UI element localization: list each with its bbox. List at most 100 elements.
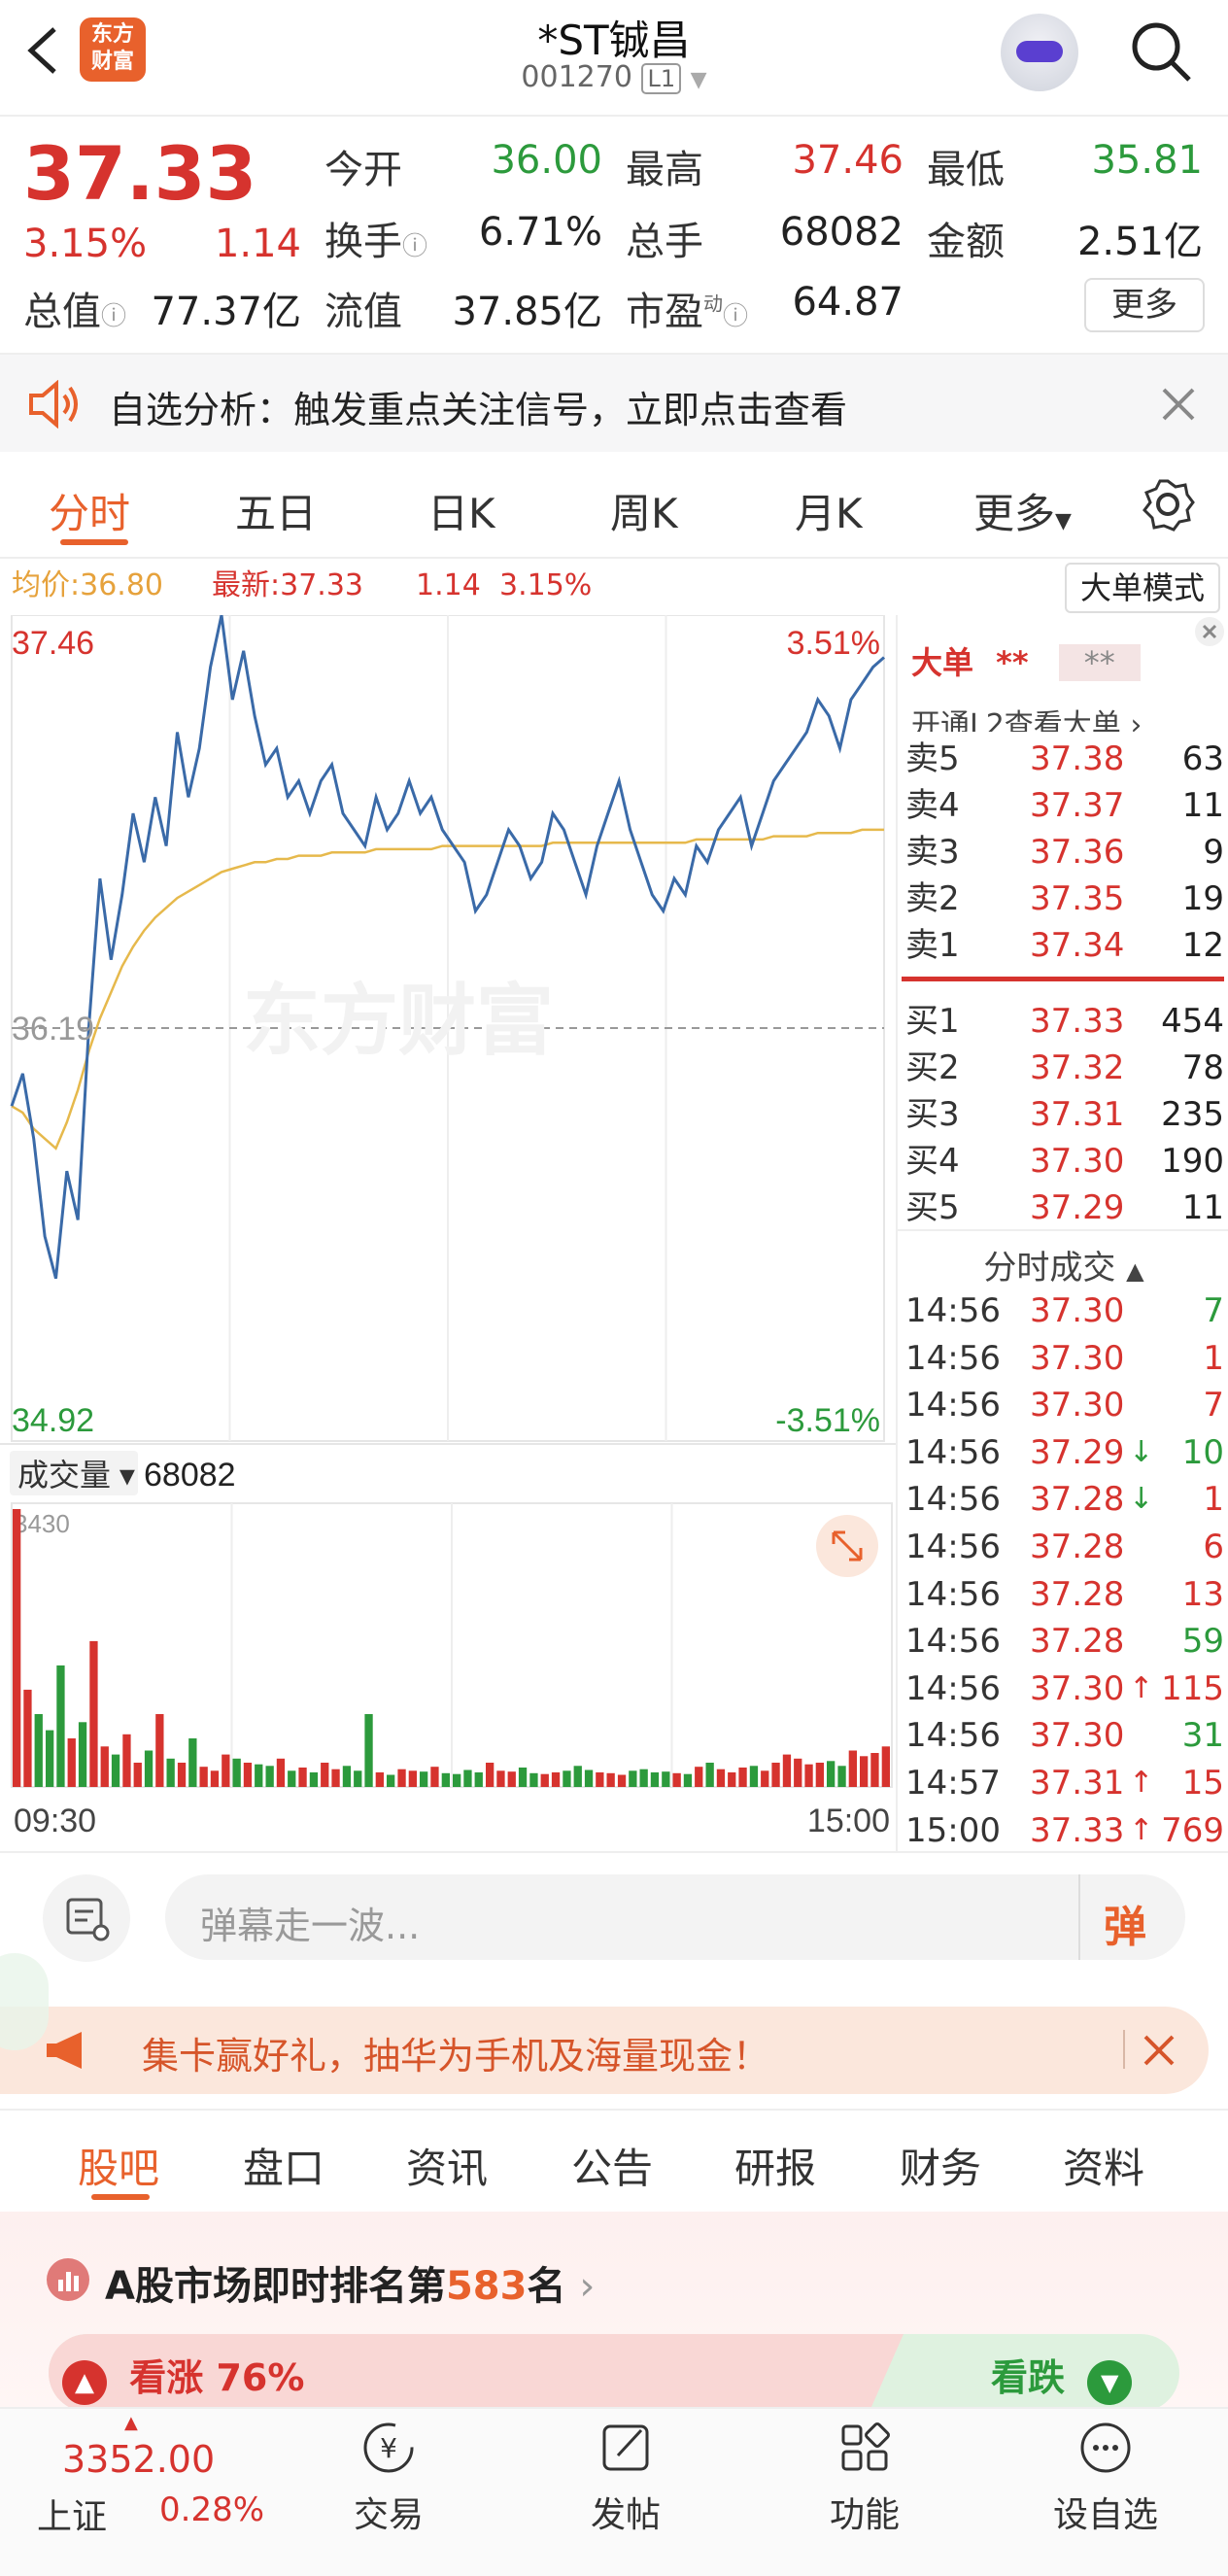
volume-chart[interactable]: 成交量 ▾ 68082 3430 09:30 15:00 <box>0 1443 896 1851</box>
trades-header[interactable]: 分时成交 ▲ <box>898 1229 1228 1288</box>
row-volume: 78 <box>1181 1048 1224 1087</box>
row-label: 14:56 <box>905 1574 1001 1614</box>
danmu-send-button[interactable]: 弹 <box>1104 1903 1146 1952</box>
row-label: 14:56 <box>905 1668 1001 1708</box>
expand-icon-glyph <box>832 1530 863 1562</box>
trade-direction-arrow: ↓ <box>1129 1482 1154 1517</box>
row-label: 买5 <box>905 1188 960 1227</box>
post-nav[interactable]: 发帖 <box>567 2419 684 2537</box>
back-icon[interactable] <box>17 21 66 80</box>
l2-promo-link[interactable]: 开通L2查看大单 › <box>911 708 1143 732</box>
row-volume: 11 <box>1181 1188 1224 1227</box>
volume-bar <box>265 1766 274 1787</box>
volume-bar <box>453 1773 461 1787</box>
promo-banner[interactable]: 集卡赢好礼，抽华为手机及海量现金！ <box>0 2007 1209 2094</box>
chart-info-bar: 均价:36.80 最新:37.33 1.14 3.15% 大单模式 <box>0 559 1228 615</box>
row-volume: 769 <box>1161 1810 1224 1850</box>
bullish-button[interactable]: ▲ 看涨 76% <box>62 2348 304 2405</box>
row-price: 37.30 <box>1030 1716 1125 1756</box>
row-volume: 11 <box>1181 786 1224 825</box>
sentiment-bar <box>49 2334 1179 2412</box>
add-watchlist-nav[interactable]: 设自选 <box>1045 2419 1166 2537</box>
quote-panel: 37.33 3.15% 1.14 今开 36.00 最高 37.46 最低 35… <box>0 115 1228 355</box>
volume-bar <box>672 1772 681 1787</box>
stock-code[interactable]: 001270 L1 ▼ <box>521 60 707 94</box>
watermark: 东方财富 <box>243 978 554 1064</box>
intraday-price-chart[interactable]: 东方财富 37.46 36.19 34.92 3.51% -3.51% <box>0 615 896 1443</box>
tab-monthly-k[interactable]: 月K <box>795 490 863 537</box>
volume-bar <box>629 1770 637 1787</box>
tab-weekly-k[interactable]: 周K <box>610 490 678 537</box>
tab-finance[interactable]: 财务 <box>900 2145 982 2192</box>
function-nav[interactable]: 功能 <box>806 2419 923 2537</box>
danmu-settings-icon[interactable] <box>43 1874 130 1962</box>
volume-value: 68082 <box>779 210 904 255</box>
high-value: 37.46 <box>792 138 904 183</box>
tab-daily-k[interactable]: 日K <box>427 490 495 537</box>
trade-nav[interactable]: ¥ 交易 <box>330 2419 447 2537</box>
gear-icon[interactable] <box>1141 477 1195 532</box>
bearish-button[interactable]: 看跌 ▼ <box>991 2348 1133 2405</box>
volume-bar <box>364 1714 373 1787</box>
close-icon[interactable] <box>1143 2034 1176 2067</box>
row-price: 37.33 <box>1030 1810 1125 1850</box>
volume-bar <box>430 1767 439 1787</box>
trade-row: 14:56 37.28 6 <box>898 1524 1228 1570</box>
tab-order-book[interactable]: 盘口 <box>243 2145 325 2192</box>
trade-direction-arrow: ↑ <box>1129 1812 1154 1847</box>
tab-profile[interactable]: 资料 <box>1063 2145 1145 2192</box>
row-price: 37.30 <box>1030 1338 1125 1378</box>
ranking-text[interactable]: A股市场即时排名第583名 › <box>105 2264 596 2309</box>
y-max-label: 37.46 <box>12 625 94 662</box>
row-price: 37.31 <box>1030 1095 1125 1134</box>
close-icon[interactable] <box>1195 617 1224 646</box>
tab-more[interactable]: 更多▼ <box>973 490 1072 537</box>
danmu-input[interactable]: 弹幕走一波... 弹 <box>165 1874 1185 1960</box>
tab-five-day[interactable]: 五日 <box>235 490 318 537</box>
search-icon[interactable] <box>1127 17 1195 86</box>
grid-icon <box>841 2422 890 2471</box>
volume-bar <box>749 1766 759 1787</box>
big-order-mode-button[interactable]: 大单模式 <box>1065 563 1220 613</box>
notice-bar[interactable]: 自选分析：触发重点关注信号，立即点击查看 <box>0 355 1228 452</box>
volume-bar <box>804 1764 813 1787</box>
info-icon[interactable]: ⓘ <box>101 302 127 331</box>
row-price: 37.30 <box>1030 1386 1125 1425</box>
tab-guba[interactable]: 股吧 <box>78 2145 160 2192</box>
y-min-label: 34.92 <box>12 1402 94 1439</box>
change-pct: 3.15% <box>23 222 148 266</box>
volume-bar <box>188 1738 197 1787</box>
row-price: 37.35 <box>1030 879 1125 918</box>
row-label: 15:00 <box>905 1810 1001 1850</box>
row-price: 37.37 <box>1030 786 1125 825</box>
volume-bar <box>441 1772 450 1787</box>
tab-news[interactable]: 资讯 <box>406 2145 489 2192</box>
volume-label: 成交量 ▾ <box>17 1458 135 1493</box>
volume-bar <box>199 1767 208 1787</box>
volume-bar <box>782 1754 792 1787</box>
field-label: 总值ⓘ <box>23 290 127 334</box>
tab-announcements[interactable]: 公告 <box>571 2145 654 2192</box>
market-cap-value: 77.37亿 <box>151 290 301 334</box>
promo-text: 集卡赢好礼，抽华为手机及海量现金！ <box>142 2035 770 2078</box>
info-icon[interactable]: ⓘ <box>402 232 428 261</box>
info-icon[interactable]: ⓘ <box>723 302 749 331</box>
row-price: 37.31 <box>1030 1764 1125 1803</box>
robot-avatar[interactable] <box>1001 14 1078 91</box>
bid-row: 买5 37.29 11 <box>898 1185 1228 1231</box>
floating-badge[interactable] <box>0 1953 49 2050</box>
more-button[interactable]: 更多 <box>1084 278 1205 332</box>
row-volume: 59 <box>1181 1622 1224 1662</box>
tab-intraday[interactable]: 分时 <box>49 490 131 537</box>
turnover-value: 6.71% <box>478 210 602 255</box>
order-book: 大单 ** ** 开通L2查看大单 › 卖5 37.38 63 卖4 37.37 11 卖3… <box>896 615 1228 1851</box>
volume-bar <box>375 1772 384 1787</box>
ranking-icon <box>47 2258 89 2301</box>
index-ticker[interactable]: ▲ 3352.00 上证 0.28% <box>37 2413 265 2537</box>
tab-research[interactable]: 研报 <box>734 2145 817 2192</box>
row-volume: 454 <box>1161 1002 1224 1041</box>
volume-bar <box>662 1771 670 1787</box>
volume-bar <box>738 1768 747 1787</box>
close-icon[interactable] <box>1160 386 1197 423</box>
bid-row: 买1 37.33 454 <box>898 998 1228 1045</box>
